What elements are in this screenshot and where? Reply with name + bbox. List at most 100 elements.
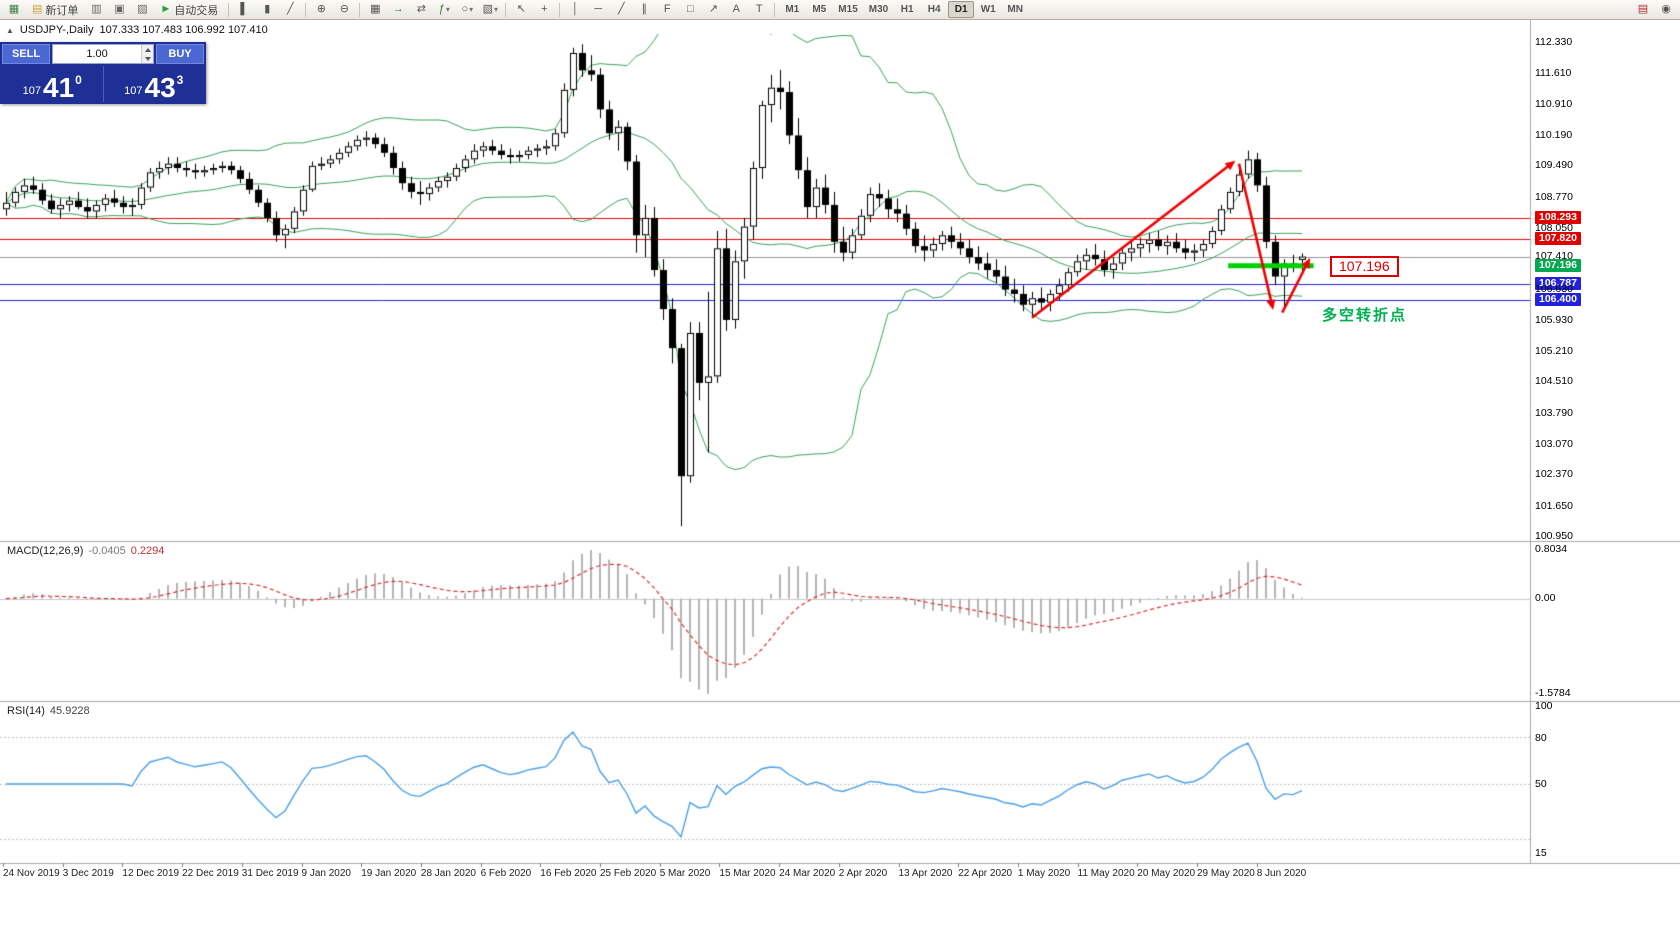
price-scale-label: 102.370 bbox=[1535, 468, 1573, 480]
auto-scroll-button[interactable]: → bbox=[387, 1, 409, 19]
market-watch-button[interactable]: ▥ bbox=[85, 1, 107, 19]
autotrading-button-label: 自动交易 bbox=[174, 4, 219, 17]
price-scale: 112.330 111.610 110.910 110.190 109.490 108.7… bbox=[1533, 20, 1679, 942]
crosshair-icon: + bbox=[541, 3, 548, 15]
buy-price[interactable]: 107 43 3 bbox=[104, 66, 205, 102]
toolbar-separator bbox=[305, 2, 307, 17]
text-button[interactable]: A bbox=[725, 1, 747, 19]
date-axis-label: 16 Feb 2020 bbox=[540, 868, 597, 879]
price-chart-canvas[interactable] bbox=[0, 20, 1680, 942]
equidistant-channel-icon: ∥ bbox=[641, 3, 648, 15]
trendline-button[interactable]: ╱ bbox=[610, 1, 632, 19]
price-level-tag-blue: 106.400 bbox=[1535, 293, 1581, 306]
shapes-button[interactable]: □ bbox=[679, 1, 701, 19]
price-level-tag-red: 108.293 bbox=[1535, 211, 1581, 224]
toolbar-separator bbox=[774, 2, 776, 17]
price-scale-label: 100.950 bbox=[1535, 530, 1573, 542]
tile-windows-button[interactable]: ▦ bbox=[364, 1, 386, 19]
crosshair-button[interactable]: + bbox=[533, 1, 555, 19]
timeframe-d1-button[interactable]: D1 bbox=[948, 1, 975, 18]
buy-button[interactable]: BUY bbox=[156, 44, 204, 64]
sell-button[interactable]: SELL bbox=[2, 44, 50, 64]
bar-chart-button[interactable]: ▌ bbox=[233, 1, 255, 19]
horizontal-line-button[interactable]: ─ bbox=[587, 1, 609, 19]
navigator-icon: ▨ bbox=[137, 3, 148, 15]
zoom-out-button[interactable]: ⊖ bbox=[333, 1, 355, 19]
autotrading-button[interactable]: ► 自动交易 bbox=[154, 1, 224, 19]
chart-shift-button[interactable]: ⇄ bbox=[410, 1, 432, 19]
sell-price-prefix: 107 bbox=[22, 85, 41, 97]
timeframe-m30-button[interactable]: M30 bbox=[868, 4, 889, 15]
macd-signal-value: 0.2294 bbox=[130, 545, 165, 557]
macd-scale-label: 0.00 bbox=[1535, 592, 1556, 604]
line-chart-button[interactable]: ╱ bbox=[279, 1, 301, 19]
text-label-button[interactable]: T bbox=[748, 1, 770, 19]
new-chart-button[interactable]: ▦ bbox=[3, 1, 25, 19]
macd-label: MACD(12,26,9) bbox=[7, 545, 84, 557]
date-axis-label: 19 Jan 2020 bbox=[361, 868, 417, 879]
volume-decrease-button[interactable] bbox=[142, 54, 153, 63]
templates-icon: ▧ bbox=[482, 3, 493, 15]
rsi-scale-label: 50 bbox=[1535, 778, 1547, 790]
autotrading-icon: ► bbox=[160, 3, 172, 15]
price-callout-box[interactable]: 107.196 bbox=[1330, 256, 1399, 277]
navigator-button[interactable]: ▨ bbox=[131, 1, 153, 19]
new-order-button[interactable]: ▤ 新订单 bbox=[26, 1, 84, 19]
price-scale-label: 110.910 bbox=[1535, 98, 1573, 110]
date-axis-label: 22 Apr 2020 bbox=[958, 868, 1013, 879]
timeframe-m5-button[interactable]: M5 bbox=[812, 4, 827, 15]
price-scale-label: 103.070 bbox=[1535, 438, 1573, 450]
zoom-in-icon: ⊕ bbox=[316, 3, 326, 15]
volume-increase-button[interactable] bbox=[142, 45, 153, 54]
price-scale-label: 108.050 bbox=[1535, 222, 1573, 234]
fibonacci-button[interactable]: F bbox=[656, 1, 678, 19]
timeframe-h1-button[interactable]: H1 bbox=[900, 4, 914, 15]
buy-price-sup: 3 bbox=[176, 73, 184, 87]
equidistant-channel-button[interactable]: ∥ bbox=[633, 1, 655, 19]
periods-button[interactable]: ○ ▾ bbox=[456, 1, 478, 19]
date-axis-label: 5 Mar 2020 bbox=[659, 868, 711, 879]
indicators-button[interactable]: ƒ ▾ bbox=[433, 1, 455, 19]
vps-button[interactable]: ◉ bbox=[1655, 1, 1677, 19]
vertical-line-button[interactable]: │ bbox=[564, 1, 586, 19]
date-axis-label: 15 Mar 2020 bbox=[719, 868, 776, 879]
timeframe-w1-button[interactable]: W1 bbox=[980, 4, 996, 15]
date-axis-label: 31 Dec 2019 bbox=[241, 868, 299, 879]
macd-scale-label: 0.8034 bbox=[1535, 543, 1568, 555]
timeframe-mn-button[interactable]: MN bbox=[1007, 4, 1023, 15]
date-axis-label: 29 May 2020 bbox=[1197, 868, 1255, 879]
volume-input[interactable] bbox=[53, 45, 142, 63]
data-window-button[interactable]: ▣ bbox=[108, 1, 130, 19]
date-axis-label: 11 May 2020 bbox=[1077, 868, 1135, 879]
news-button[interactable]: ▤ bbox=[1632, 1, 1654, 19]
arrows-tool-button[interactable]: ↗ bbox=[702, 1, 724, 19]
symbol-direction-icon: ▲ bbox=[6, 25, 14, 35]
cursor-button[interactable]: ↖ bbox=[510, 1, 532, 19]
periods-icon: ○ bbox=[461, 3, 469, 15]
new-order-button-label: 新订单 bbox=[45, 4, 79, 17]
dropdown-caret-icon: ▾ bbox=[469, 5, 474, 14]
horizontal-line-icon: ─ bbox=[594, 3, 603, 15]
templates-button[interactable]: ▧ ▾ bbox=[479, 1, 501, 19]
price-scale-label: 105.930 bbox=[1535, 314, 1573, 326]
toolbar-separator bbox=[228, 2, 230, 17]
cursor-icon: ↖ bbox=[516, 3, 526, 15]
new-order-icon: ▤ bbox=[32, 3, 43, 15]
timeframe-m15-button[interactable]: M15 bbox=[838, 4, 858, 15]
market-watch-icon: ▥ bbox=[91, 3, 102, 15]
sell-price[interactable]: 107 41 0 bbox=[2, 66, 103, 102]
zoom-in-button[interactable]: ⊕ bbox=[310, 1, 332, 19]
price-scale-label: 101.650 bbox=[1535, 500, 1573, 512]
chart-shift-icon: ⇄ bbox=[416, 3, 426, 15]
rsi-scale-label: 15 bbox=[1535, 847, 1547, 859]
data-window-icon: ▣ bbox=[114, 3, 125, 15]
timeframe-h4-button[interactable]: H4 bbox=[927, 4, 941, 15]
candlestick-chart-button[interactable]: ▮ bbox=[256, 1, 278, 19]
rsi-scale-label: 100 bbox=[1535, 700, 1553, 712]
trendline-icon: ╱ bbox=[617, 3, 625, 15]
arrows-tool-icon: ↗ bbox=[708, 3, 718, 15]
price-scale-label: 111.610 bbox=[1535, 67, 1572, 79]
price-scale-label: 108.770 bbox=[1535, 191, 1573, 203]
date-axis-label: 2 Apr 2020 bbox=[838, 868, 888, 879]
timeframe-m1-button[interactable]: M1 bbox=[785, 4, 800, 15]
